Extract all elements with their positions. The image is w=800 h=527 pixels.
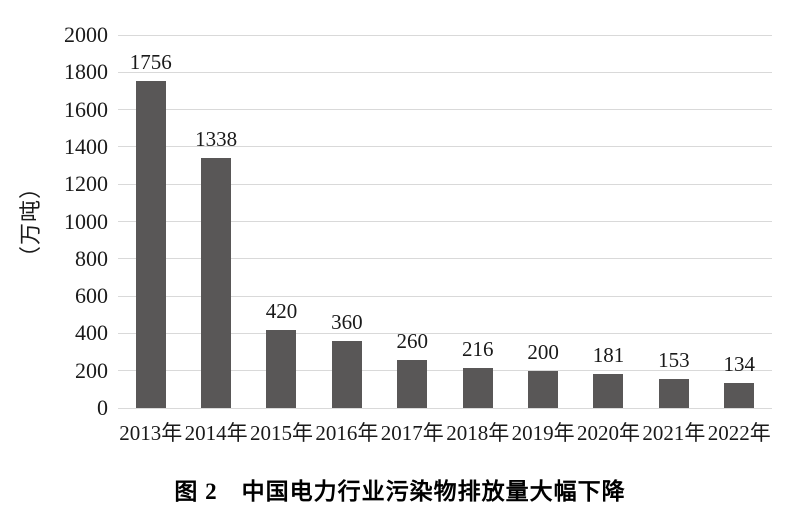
y-tick-label: 800 xyxy=(75,245,108,271)
x-tick-label: 2015年 xyxy=(250,421,313,445)
bar-value-label: 260 xyxy=(396,328,429,353)
plot-area: 1756 1338 420 360 260 216 200 181 153 134 xyxy=(118,34,772,409)
x-axis: 2013年 2014年 2015年 2016年 2017年 2018年 2019年 2020年… xyxy=(118,417,772,447)
bar-slot: 420 xyxy=(249,35,314,408)
bar-value-label: 420 xyxy=(265,298,298,323)
gridline xyxy=(118,71,772,73)
gridline xyxy=(118,146,772,148)
chart-caption: 图 2 中国电力行业污染物排放量大幅下降 xyxy=(174,479,626,504)
bar-slot: 1756 xyxy=(118,35,183,408)
bar-value-label: 200 xyxy=(527,339,559,364)
y-tick-label: 200 xyxy=(75,357,108,383)
bar-value-label: 153 xyxy=(658,348,690,373)
gridline xyxy=(118,221,772,222)
gridline xyxy=(118,370,772,372)
x-tick-label: 2020年 xyxy=(577,421,640,445)
gridline xyxy=(118,34,772,36)
bar-slot: 181 xyxy=(576,35,641,408)
x-tick-label: 2016年 xyxy=(315,421,379,445)
x-tick-label: 2018年 xyxy=(446,421,510,445)
gridline xyxy=(118,295,772,297)
bar-2017年 xyxy=(397,359,428,408)
bar-2016年 xyxy=(331,340,362,408)
bar-2022年 xyxy=(724,383,755,408)
bar-2015年 xyxy=(266,329,297,408)
bar-2019年 xyxy=(528,370,559,408)
bar-slot: 134 xyxy=(707,35,772,408)
y-tick-label: 1200 xyxy=(64,171,108,197)
bar-value-label: 1338 xyxy=(195,127,238,152)
y-tick-label: 600 xyxy=(75,283,108,309)
bar-2020年 xyxy=(593,374,624,408)
gridline xyxy=(118,183,772,185)
bar-slot: 216 xyxy=(445,35,510,408)
bar-value-label: 216 xyxy=(461,336,494,361)
x-tick-label: 2022年 xyxy=(707,421,771,445)
bar-2014年 xyxy=(201,158,232,408)
y-tick-label: 400 xyxy=(75,320,108,346)
bar-value-label: 134 xyxy=(723,352,756,377)
y-tick-label: 2000 xyxy=(64,22,108,47)
bar-slot: 153 xyxy=(641,35,706,408)
bar-slot: 260 xyxy=(380,35,445,408)
bar-2018年 xyxy=(462,367,493,408)
bar-value-label: 181 xyxy=(592,343,625,368)
bar-value-label: 1756 xyxy=(129,49,172,74)
x-tick-label: 2014年 xyxy=(184,421,248,445)
y-tick-label: 1800 xyxy=(64,59,108,85)
gridline xyxy=(118,109,772,111)
x-tick-label: 2013年 xyxy=(119,421,183,445)
bar-2021年 xyxy=(658,379,689,408)
x-tick-label: 2021年 xyxy=(642,421,706,445)
gridline xyxy=(118,332,772,334)
y-tick-label: 1600 xyxy=(64,96,108,122)
bar-slot: 1338 xyxy=(183,35,248,408)
gridline xyxy=(118,258,772,260)
bar-value-label: 360 xyxy=(331,309,363,334)
x-tick-label: 2019年 xyxy=(511,421,575,445)
y-tick-label: 1000 xyxy=(64,208,108,234)
y-tick-label: 0 xyxy=(97,395,108,420)
bar-slot: 200 xyxy=(510,35,575,408)
bar-slot: 360 xyxy=(314,35,379,408)
bar-2013年 xyxy=(135,80,166,408)
x-tick-label: 2017年 xyxy=(380,421,444,445)
y-tick-label: 1400 xyxy=(64,133,108,159)
gridline xyxy=(118,407,772,409)
